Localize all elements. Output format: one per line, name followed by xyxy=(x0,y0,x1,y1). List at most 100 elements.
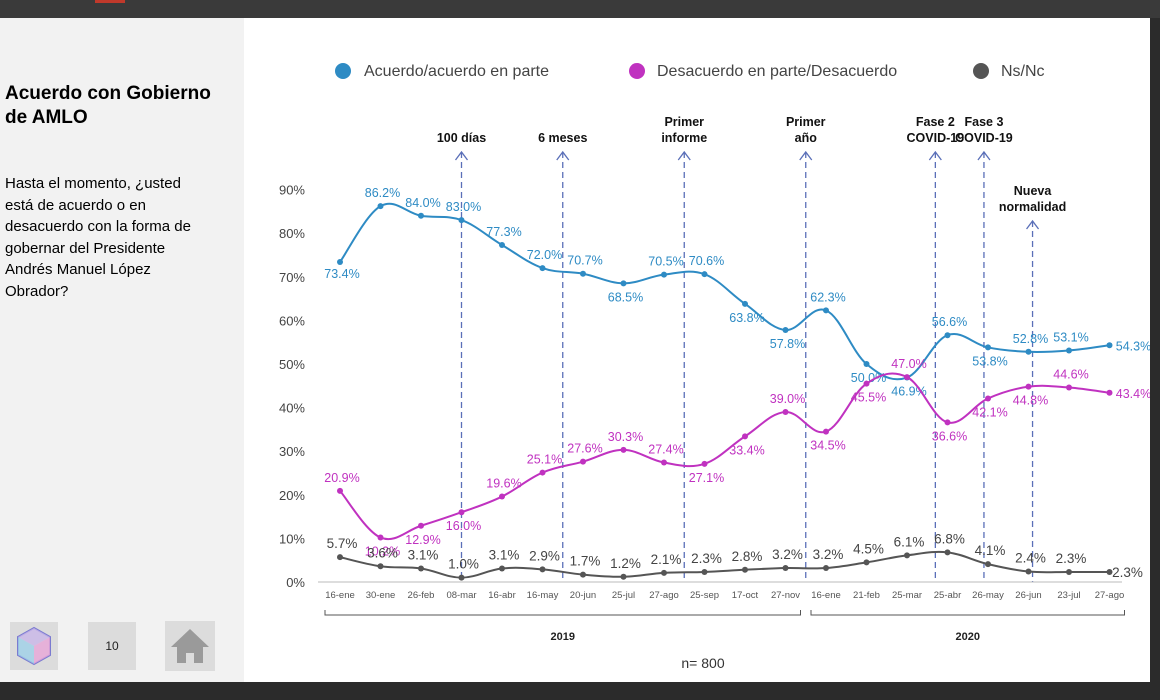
data-point-desacuerdo xyxy=(337,487,343,494)
data-label-desacuerdo: 43.4% xyxy=(1116,387,1150,401)
event-label: Nueva normalidad xyxy=(999,184,1066,214)
cube-logo-icon[interactable] xyxy=(10,622,58,670)
data-point-desacuerdo xyxy=(944,419,951,426)
y-tick-label: 30% xyxy=(279,444,305,459)
data-point-nsnc xyxy=(661,569,667,576)
x-tick-label: 26-may xyxy=(972,590,1004,601)
data-point-desacuerdo xyxy=(823,428,829,435)
legend-marker xyxy=(629,63,645,79)
series-line-acuerdo xyxy=(339,202,1110,381)
year-bracket xyxy=(810,610,1125,616)
data-label-nsnc: 2.1% xyxy=(651,552,682,567)
series-line-desacuerdo xyxy=(339,372,1110,541)
data-point-acuerdo xyxy=(458,217,465,224)
legend-label: Desacuerdo en parte/Desacuerdo xyxy=(657,63,897,80)
data-point-nsnc xyxy=(620,573,627,580)
x-tick-label: 25-abr xyxy=(934,590,961,601)
x-tick-label: 27-nov xyxy=(771,590,800,601)
data-label-acuerdo: 68.5% xyxy=(608,290,643,304)
x-tick-label: 17-oct xyxy=(732,590,759,601)
data-label-nsnc: 2.4% xyxy=(1015,551,1046,566)
x-tick-label: 21-feb xyxy=(853,590,880,601)
survey-question: Hasta el momento, ¿usted está de acuerdo… xyxy=(5,175,191,300)
data-point-desacuerdo xyxy=(904,374,910,381)
x-tick-label: 20-jun xyxy=(570,590,596,601)
data-point-desacuerdo xyxy=(661,459,667,466)
legend-marker xyxy=(335,63,351,79)
y-tick-label: 10% xyxy=(279,531,305,546)
data-point-acuerdo xyxy=(742,300,748,307)
data-label-nsnc: 3.2% xyxy=(772,547,803,562)
data-point-acuerdo xyxy=(377,203,384,210)
data-point-acuerdo xyxy=(620,280,627,287)
data-point-nsnc xyxy=(701,568,708,575)
data-label-nsnc: 3.1% xyxy=(408,547,439,562)
data-point-acuerdo xyxy=(1066,347,1072,354)
x-tick-label: 26-feb xyxy=(408,590,435,601)
event-arrow xyxy=(799,150,813,161)
year-bracket xyxy=(324,610,801,616)
data-label-desacuerdo: 27.1% xyxy=(689,471,724,485)
data-label-nsnc: 1.7% xyxy=(570,554,601,569)
x-tick-label: 25-jul xyxy=(612,590,635,601)
series-line-nsnc xyxy=(339,550,1110,579)
data-point-acuerdo xyxy=(580,270,586,277)
y-tick-label: 80% xyxy=(279,226,305,241)
data-label-acuerdo: 77.3% xyxy=(486,225,521,239)
data-label-desacuerdo: 36.6% xyxy=(932,429,967,443)
data-label-desacuerdo: 33.4% xyxy=(729,443,764,457)
data-point-desacuerdo xyxy=(1066,384,1072,391)
data-point-acuerdo xyxy=(944,332,951,339)
data-label-nsnc: 2.9% xyxy=(529,548,560,563)
legend-label: Acuerdo/acuerdo en parte xyxy=(364,63,549,80)
data-label-acuerdo: 86.2% xyxy=(365,186,400,200)
legend-marker xyxy=(973,63,989,79)
data-point-nsnc xyxy=(944,549,951,556)
year-label: 2019 xyxy=(551,631,575,643)
top-accent xyxy=(95,0,125,3)
event-label: Primer año xyxy=(786,115,826,145)
data-point-nsnc xyxy=(823,565,829,572)
event-arrow xyxy=(1026,219,1040,230)
data-label-desacuerdo: 12.9% xyxy=(405,533,440,547)
data-point-acuerdo xyxy=(782,326,789,333)
data-point-desacuerdo xyxy=(1106,389,1113,396)
data-label-desacuerdo: 44.6% xyxy=(1053,368,1088,382)
data-label-desacuerdo: 45.5% xyxy=(851,391,886,405)
data-point-nsnc xyxy=(1025,568,1032,575)
data-point-desacuerdo xyxy=(539,469,546,476)
data-point-acuerdo xyxy=(823,307,829,314)
data-label-desacuerdo: 16.0% xyxy=(446,519,481,533)
x-tick-label: 27-ago xyxy=(1095,590,1125,601)
data-label-nsnc: 1.0% xyxy=(448,557,479,572)
x-tick-label: 30-ene xyxy=(366,590,396,601)
page-number[interactable]: 10 xyxy=(88,622,136,670)
data-point-nsnc xyxy=(499,565,505,572)
event-label: Fase 2 COVID-19 xyxy=(907,115,965,145)
data-label-acuerdo: 50.0% xyxy=(851,371,886,385)
x-tick-label: 25-mar xyxy=(892,590,922,601)
data-point-nsnc xyxy=(458,574,465,581)
y-tick-label: 70% xyxy=(279,270,305,285)
x-tick-label: 16-may xyxy=(527,590,559,601)
data-point-desacuerdo xyxy=(985,395,991,402)
data-label-nsnc: 3.6% xyxy=(367,545,398,560)
y-tick-label: 40% xyxy=(279,401,305,416)
data-point-nsnc xyxy=(377,563,384,570)
x-tick-label: 27-ago xyxy=(649,590,679,601)
data-label-acuerdo: 73.4% xyxy=(324,267,359,281)
data-label-desacuerdo: 44.8% xyxy=(1013,394,1048,408)
data-label-acuerdo: 70.7% xyxy=(567,254,602,268)
data-point-nsnc xyxy=(1106,568,1113,575)
data-point-nsnc xyxy=(337,554,343,561)
x-tick-label: 25-sep xyxy=(690,590,719,601)
event-label: Primer informe xyxy=(661,115,707,145)
chart: Acuerdo/acuerdo en parte Desacuerdo en pa… xyxy=(279,63,1150,671)
data-point-nsnc xyxy=(904,552,910,559)
x-tick-label: 16-ene xyxy=(811,590,841,601)
window-bottom-bar xyxy=(0,682,1160,700)
data-label-acuerdo: 53.1% xyxy=(1053,330,1088,344)
data-point-desacuerdo xyxy=(580,458,586,465)
home-icon[interactable] xyxy=(165,621,215,671)
data-label-nsnc: 3.2% xyxy=(813,547,844,562)
